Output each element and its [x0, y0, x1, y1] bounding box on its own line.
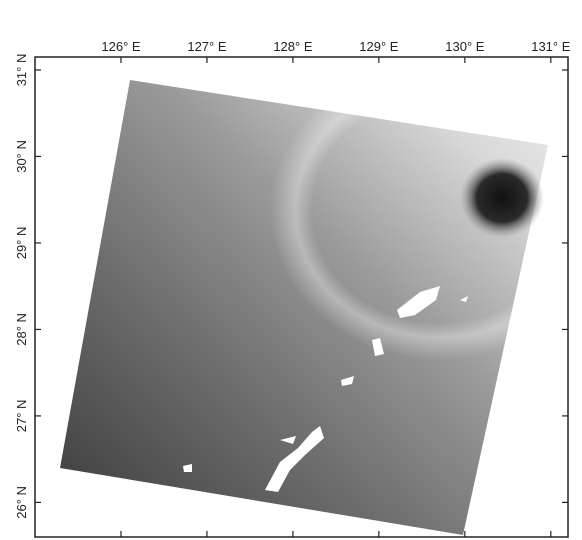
y-tick-label: 28° N [14, 313, 29, 346]
y-tick-label: 29° N [14, 227, 29, 260]
y-tick-label: 27° N [14, 400, 29, 433]
x-tick-label: 129° E [359, 39, 399, 54]
x-tick-label: 130° E [445, 39, 485, 54]
sar-image [60, 60, 582, 535]
y-tick-label: 26° N [14, 486, 29, 519]
x-tick-label: 127° E [187, 39, 227, 54]
y-tick-label: 30° N [14, 140, 29, 173]
page: 126° E 127° E 128° E 129° E 130° E 131° E 26° … [0, 0, 582, 540]
x-tick-label: 126° E [101, 39, 141, 54]
x-tick-label: 128° E [273, 39, 313, 54]
x-tick-label: 131° E [531, 39, 571, 54]
y-tick-label: 31° N [14, 54, 29, 87]
dark-eddy [460, 158, 544, 238]
map: 126° E 127° E 128° E 129° E 130° E 131° E 26° … [0, 0, 582, 540]
